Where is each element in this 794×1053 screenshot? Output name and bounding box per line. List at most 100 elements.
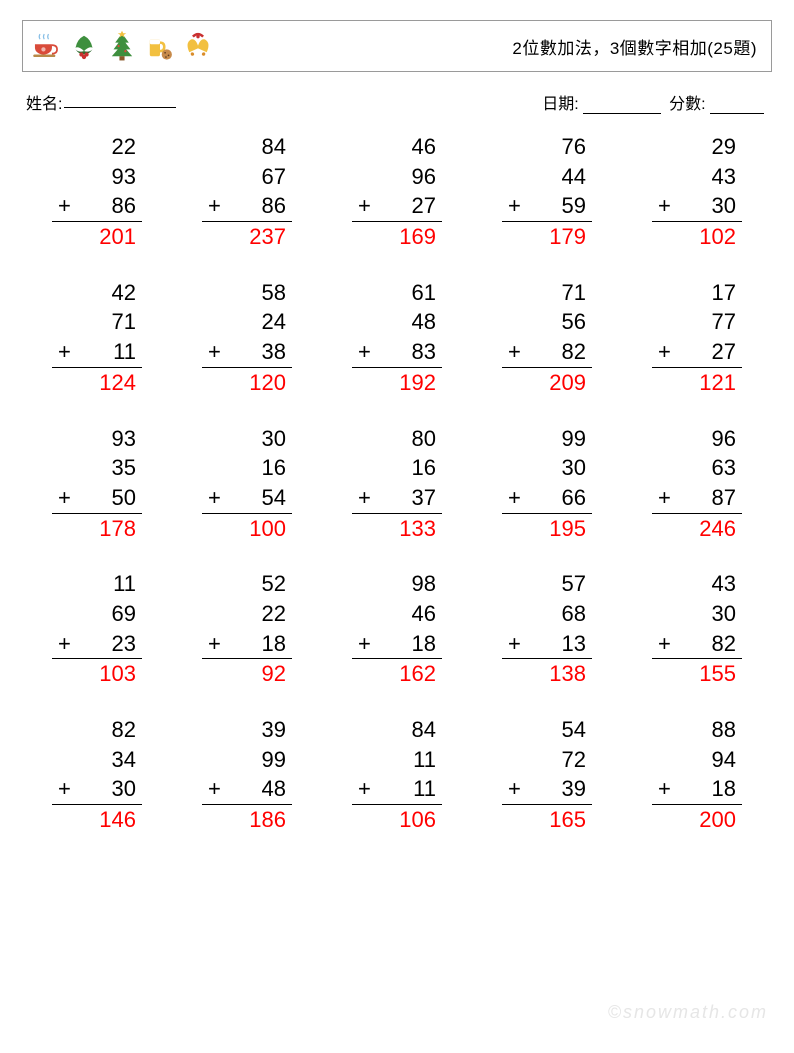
holly-icon [67,29,101,63]
addend-2: 35 [52,453,142,483]
operator-row: +87 [652,483,742,514]
addend-3: 18 [262,629,286,659]
addend-3: 39 [562,774,586,804]
operator-row: +23 [52,629,142,660]
operator-row: +82 [502,337,592,368]
addend-2: 94 [652,745,742,775]
operator: + [208,629,221,659]
operator-row: +11 [352,774,442,805]
addend-2: 11 [352,745,442,775]
addend-3: 38 [262,337,286,367]
addend-3: 11 [113,337,136,367]
addend-2: 69 [52,599,142,629]
problem: 8234+30146 [52,715,142,835]
addend-3: 86 [112,191,136,221]
addend-3: 86 [262,191,286,221]
problem: 6148+83192 [352,278,442,398]
operator: + [358,337,371,367]
operator: + [358,191,371,221]
beer-icon [143,29,177,63]
addend-1: 52 [202,569,292,599]
operator: + [58,337,71,367]
problem: 2943+30102 [652,132,742,252]
addend-3: 82 [562,337,586,367]
addend-3: 18 [712,774,736,804]
answer: 209 [502,368,592,398]
teacup-icon [29,29,63,63]
operator: + [208,337,221,367]
answer: 178 [52,514,142,544]
answer: 133 [352,514,442,544]
operator-row: +38 [202,337,292,368]
meta-date: 日期: [542,90,661,114]
problem: 3016+54100 [202,424,292,544]
answer: 146 [52,805,142,835]
addend-3: 30 [712,191,736,221]
addend-1: 17 [652,278,742,308]
operator-row: +18 [202,629,292,660]
answer: 124 [52,368,142,398]
operator: + [208,774,221,804]
operator: + [358,629,371,659]
addend-1: 84 [352,715,442,745]
answer: 169 [352,222,442,252]
operator: + [508,483,521,513]
problem: 5824+38120 [202,278,292,398]
problem: 5768+13138 [502,569,592,689]
answer: 121 [652,368,742,398]
addend-3: 13 [562,629,586,659]
problem: 8411+11106 [352,715,442,835]
bells-icon [181,29,215,63]
addend-3: 30 [112,774,136,804]
operator: + [58,191,71,221]
answer: 246 [652,514,742,544]
addend-3: 83 [412,337,436,367]
operator-row: +27 [352,191,442,222]
addend-2: 34 [52,745,142,775]
addend-1: 98 [352,569,442,599]
operator-row: +18 [652,774,742,805]
operator: + [508,337,521,367]
addend-1: 46 [352,132,442,162]
operator-row: +83 [352,337,442,368]
addend-3: 23 [112,629,136,659]
operator-row: +11 [52,337,142,368]
answer: 165 [502,805,592,835]
operator-row: +27 [652,337,742,368]
answer: 138 [502,659,592,689]
addend-1: 42 [52,278,142,308]
addend-1: 11 [52,569,142,599]
answer: 186 [202,805,292,835]
meta-row: 姓名: 日期: 分數: [22,90,772,114]
addend-2: 72 [502,745,592,775]
operator-row: +54 [202,483,292,514]
addend-3: 66 [562,483,586,513]
date-blank [583,96,661,114]
addend-1: 93 [52,424,142,454]
addend-1: 76 [502,132,592,162]
operator-row: +18 [352,629,442,660]
addend-1: 88 [652,715,742,745]
addend-1: 71 [502,278,592,308]
name-blank [64,90,176,108]
addend-2: 56 [502,307,592,337]
addend-2: 16 [202,453,292,483]
answer: 102 [652,222,742,252]
addend-3: 18 [412,629,436,659]
operator: + [658,337,671,367]
problem: 1777+27121 [652,278,742,398]
addend-2: 96 [352,162,442,192]
answer: 120 [202,368,292,398]
problem: 8016+37133 [352,424,442,544]
addend-1: 43 [652,569,742,599]
operator: + [658,191,671,221]
addend-2: 48 [352,307,442,337]
addend-1: 99 [502,424,592,454]
operator-row: +86 [202,191,292,222]
score-label: 分數: [669,96,705,113]
problem: 9930+66195 [502,424,592,544]
operator: + [658,483,671,513]
addend-1: 82 [52,715,142,745]
addend-3: 48 [262,774,286,804]
operator: + [208,483,221,513]
